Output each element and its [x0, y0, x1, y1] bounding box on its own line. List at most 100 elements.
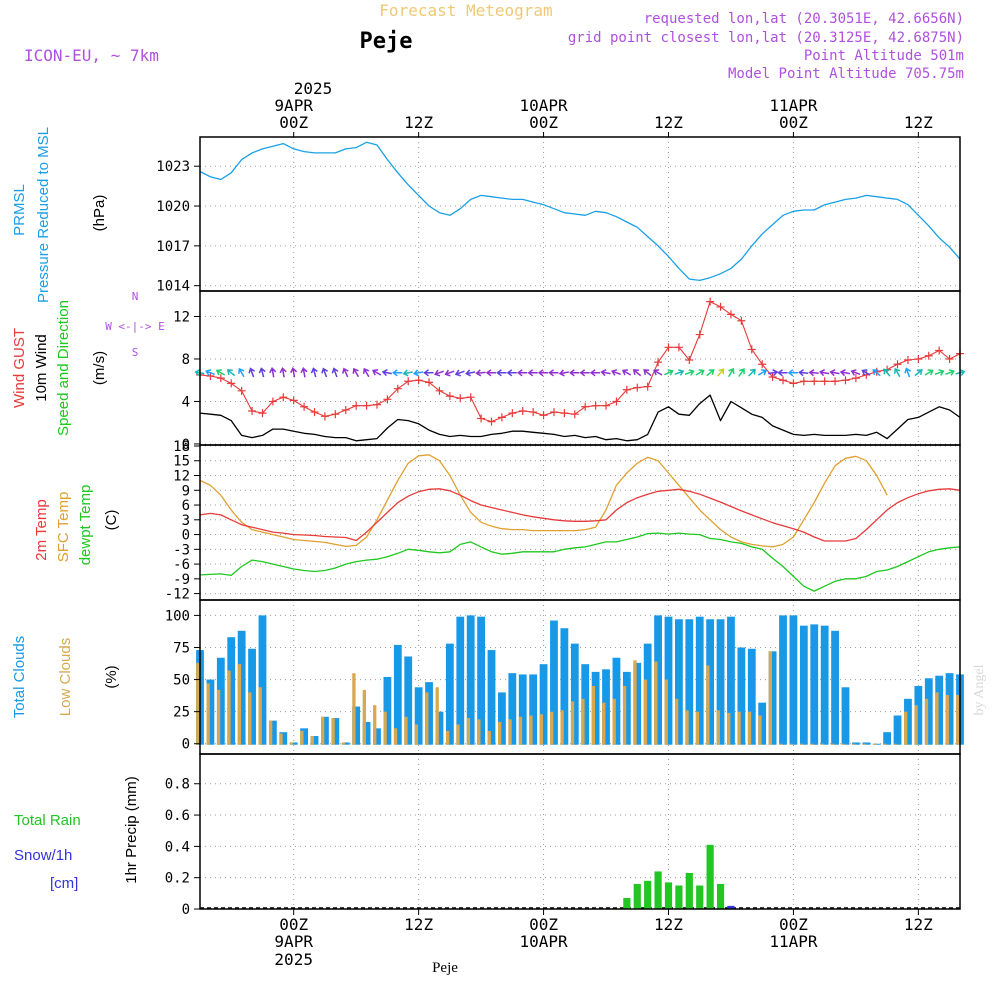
grid-lines: [200, 137, 960, 910]
wind-gust-marker: [435, 386, 444, 395]
wind-gust-marker: [456, 394, 465, 403]
total-cloud-bar: [362, 721, 371, 745]
low-cloud-bar: [570, 701, 575, 745]
wind-arrow: [290, 367, 298, 378]
temp-panel-frame: [199, 444, 961, 601]
low-cloud-bar: [643, 679, 648, 745]
wind-arrow: [248, 367, 256, 378]
temp-tick-label: -6: [173, 557, 190, 573]
total-cloud-bar: [498, 692, 506, 745]
total-cloud-bar: [664, 616, 673, 745]
low-cloud-bar: [550, 711, 554, 745]
wind-gust-marker: [643, 382, 652, 391]
low-cloud-bar: [675, 698, 679, 745]
wind-gust-marker: [831, 377, 840, 386]
total-cloud-bar: [477, 616, 485, 745]
temp-unit: (C): [103, 510, 120, 531]
low-cloud-bar: [872, 743, 877, 745]
total-cloud-bar: [550, 620, 558, 745]
wind-gust-marker: [602, 401, 611, 410]
pressure-label-long: Pressure Reduced to MSL: [35, 127, 52, 303]
precip-tick-label: 0.2: [165, 871, 190, 887]
wind-arrow: [839, 369, 851, 377]
wind-gust-marker: [654, 358, 663, 367]
wind-gust-marker: [445, 392, 454, 401]
total-cloud-bar: [435, 711, 444, 745]
wind-arrow: [496, 369, 507, 377]
wind-arrow: [787, 369, 798, 377]
pressure-tick-label: 1017: [156, 239, 190, 255]
wind-tick-label: 4: [182, 394, 190, 410]
low-cloud-bar: [227, 670, 231, 745]
low-cloud-bar: [425, 692, 429, 745]
bar-series: [196, 615, 964, 909]
temp-tick-label: 9: [182, 483, 190, 499]
temp-tick-label: 6: [182, 498, 190, 514]
low-cloud-bar: [685, 710, 689, 745]
precip-tick-label: 0.6: [165, 808, 190, 824]
wind-gust-marker: [341, 405, 350, 414]
top-axis-hour-label: 12Z: [904, 113, 933, 132]
wind-10m-line: [199, 394, 961, 442]
wind-tick-label: 0: [182, 437, 190, 453]
wind-arrow: [589, 369, 601, 377]
low-cloud-bar: [914, 705, 918, 745]
pressure-line: [199, 141, 961, 282]
wind-gust-marker: [935, 346, 944, 355]
wind-arrow: [215, 369, 226, 376]
total-cloud-bar: [310, 736, 319, 745]
wind-gust-marker: [352, 401, 361, 410]
low-cloud-bar: [591, 685, 596, 745]
temp-sfc-label: SFC Temp: [55, 492, 72, 563]
low-cloud-bar: [414, 724, 419, 745]
low-cloud-bar: [206, 683, 210, 745]
total-cloud-bar: [706, 619, 715, 745]
wind-gust-marker: [570, 410, 579, 419]
total-cloud-bar: [393, 644, 402, 745]
wind-gust-marker: [716, 302, 725, 311]
wind-gust-marker: [518, 407, 527, 416]
total-cloud-bar: [529, 674, 538, 745]
total-cloud-bar: [404, 656, 413, 745]
total-cloud-bar: [654, 615, 662, 745]
rain-bar: [654, 871, 662, 909]
wind-gust-marker: [758, 360, 767, 369]
low-cloud-bar: [477, 719, 481, 745]
temp-tick-label: 15: [173, 454, 190, 470]
y-tick-labels: 101410171020102304812-12-9-6-30369121518…: [156, 159, 200, 918]
temp-tick-label: 0: [182, 528, 190, 544]
wind-gust-marker: [591, 401, 600, 410]
total-cloud-bar: [768, 651, 777, 745]
clouds-tick-label: 75: [173, 640, 190, 656]
wind-direction-arrows: [194, 367, 966, 378]
low-cloud-bar: [924, 698, 929, 745]
low-cloud-bar: [310, 736, 314, 745]
total-cloud-bar: [560, 628, 569, 745]
requested-coords: requested lon,lat (20.3051E, 42.6656N): [644, 11, 964, 27]
rain-bar: [716, 883, 725, 909]
wind-arrow: [310, 367, 318, 378]
bottom-axis-date-label: 11APR: [769, 932, 818, 951]
wind-gust-marker: [508, 409, 517, 418]
footer-location: Peje: [432, 960, 458, 976]
pressure-label-prmsl: PRMSL: [11, 184, 28, 236]
low-cloud-bar: [768, 651, 772, 745]
low-cloud-bar: [862, 743, 866, 745]
wind-arrow: [798, 369, 809, 377]
wind-arrow: [850, 369, 861, 376]
clouds-tick-label: 100: [165, 608, 190, 624]
wind-arrow: [738, 368, 745, 377]
compass-ew: W <-|-> E: [105, 320, 165, 333]
wind-arrow: [883, 368, 891, 377]
watermark: by Angel: [972, 664, 987, 715]
wind-arrow: [279, 367, 287, 378]
top-axis-hour-label: 12Z: [654, 113, 683, 132]
wind-arrow: [829, 369, 840, 377]
total-cloud-bar: [622, 671, 631, 745]
wind-arrow: [861, 369, 871, 376]
low-cloud-bar: [706, 665, 710, 745]
wind-gust-marker: [237, 386, 246, 395]
total-cloud-bar: [789, 615, 798, 745]
low-cloud-bar: [383, 711, 387, 745]
